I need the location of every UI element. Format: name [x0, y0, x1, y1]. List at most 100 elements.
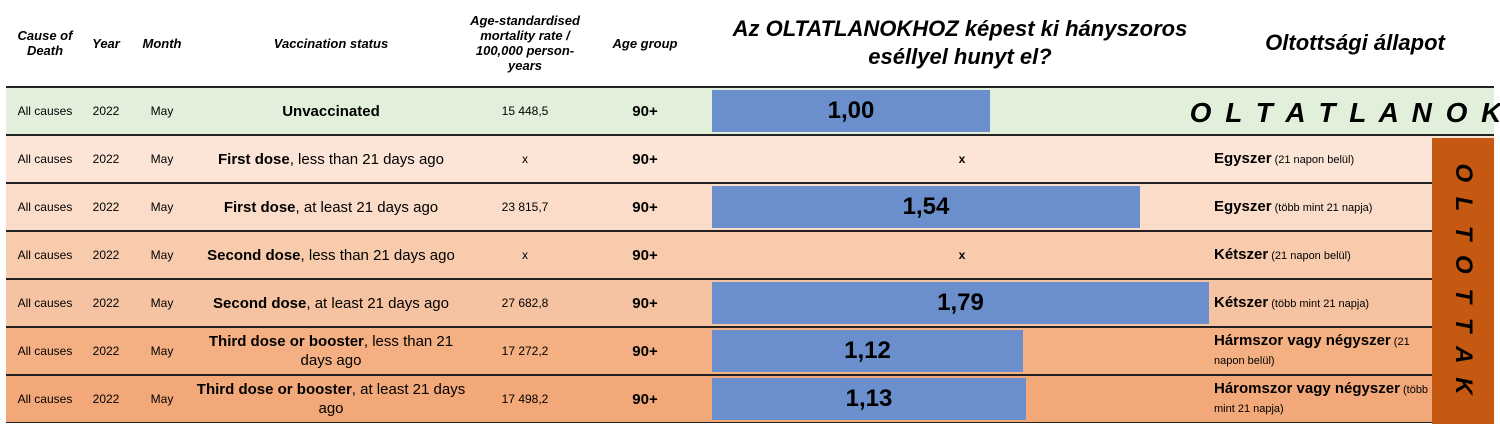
- cause-cell: All causes: [17, 200, 73, 214]
- vaccination-status-bold: Third dose or booster: [196, 381, 352, 398]
- age-group-cell: 90+: [632, 198, 658, 216]
- year-cell: 2022: [92, 104, 120, 118]
- cause-cell: All causes: [17, 152, 73, 166]
- age-group-cell: 90+: [632, 246, 658, 264]
- vaccination-status-rest: , less than 21 days ago: [300, 246, 455, 264]
- header-vaccination: Vaccination status: [273, 35, 389, 51]
- cause-cell: All causes: [17, 344, 73, 358]
- ratio-bar: [712, 186, 1140, 228]
- year-cell: 2022: [92, 296, 120, 310]
- hu-status-bold: Egyszer: [1214, 197, 1272, 215]
- year-cell: 2022: [92, 152, 120, 166]
- header-year: Year: [92, 35, 120, 51]
- value-label-missing: x: [958, 152, 966, 166]
- hu-status-cell: Kétszer (több mint 21 napja): [1214, 280, 1434, 326]
- vaccination-status-bold: Second dose: [207, 246, 301, 264]
- vaccination-status-bold: First dose: [223, 198, 296, 216]
- age-group-cell: 90+: [632, 102, 658, 120]
- year-cell: 2022: [92, 344, 120, 358]
- vaccination-status-bold: Third dose or booster: [208, 333, 364, 350]
- value-label-missing: x: [958, 248, 966, 262]
- ratio-value-label: 1,54: [902, 193, 950, 220]
- chart-title: Az OLTATLANOKHOZ képest ki hányszoros es…: [732, 16, 1188, 69]
- header-rate: Age-standardised mortality rate / 100,00…: [470, 13, 580, 73]
- age-group-cell: 90+: [632, 294, 658, 312]
- ratio-bar: [712, 282, 1209, 324]
- header-status: Oltottsági állapot: [1265, 30, 1445, 55]
- cause-cell: All causes: [17, 392, 73, 406]
- rate-cell: 23 815,7: [501, 200, 549, 214]
- vaccination-status-rest: , less than 21 days ago: [289, 150, 444, 168]
- row-divider: [6, 86, 1494, 88]
- hu-status-bold: Kétszer: [1214, 293, 1269, 311]
- rate-cell: 17 272,2: [501, 344, 549, 358]
- year-cell: 2022: [92, 392, 120, 406]
- header-month: Month: [142, 35, 182, 51]
- row-divider: [6, 326, 1494, 328]
- vaccination-status-rest: , less than 21 days ago: [300, 333, 454, 369]
- oltatlanok-label: O L T A T L A N O K: [1189, 97, 1500, 128]
- month-cell: May: [150, 248, 174, 262]
- vaccination-status-bold: Unvaccinated: [282, 102, 380, 120]
- ratio-bar: [712, 330, 1023, 372]
- hu-status-note: (21 napon belül): [1214, 336, 1410, 367]
- ratio-value-label: 1,12: [844, 337, 891, 364]
- vaccination-status-rest: , at least 21 days ago: [295, 198, 439, 216]
- rate-cell: 17 498,2: [501, 392, 549, 406]
- cause-cell: All causes: [17, 248, 73, 262]
- row-divider: [6, 230, 1494, 232]
- cause-cell: All causes: [17, 104, 73, 118]
- rate-cell: x: [522, 248, 528, 262]
- hu-status-cell: Háromszor vagy négyszer (több mint 21 na…: [1214, 376, 1434, 422]
- table-row: All causes 2022 May First dose, less than 2…: [6, 136, 1494, 182]
- hu-status-cell: Kétszer (21 napon belül): [1214, 232, 1434, 278]
- age-group-cell: 90+: [632, 342, 658, 360]
- ratio-bar: [712, 90, 990, 132]
- oltottak-band: O L T O T T A K: [1432, 138, 1494, 424]
- vaccination-status-cell: Unvaccinated: [196, 88, 466, 134]
- vaccination-status-cell: First dose, at least 21 days ago: [196, 184, 466, 230]
- vaccination-status-cell: First dose, less than 21 days ago: [196, 136, 466, 182]
- ratio-bar: [712, 378, 1026, 420]
- ratio-value-label: 1,13: [845, 385, 893, 412]
- rate-cell: x: [522, 152, 528, 166]
- hu-status-bold: Kétszer: [1214, 245, 1269, 263]
- hu-status-note: (több mint 21 napja): [1214, 384, 1429, 415]
- year-cell: 2022: [92, 200, 120, 214]
- hu-status-cell: Egyszer (21 napon belül): [1214, 136, 1434, 182]
- hu-status-note: (21 napon belül): [1271, 153, 1355, 166]
- header-cause: Cause of Death: [17, 28, 73, 58]
- ratio-value-label: 1,00: [827, 97, 875, 124]
- hu-status-note: (több mint 21 napja): [1271, 201, 1373, 214]
- month-cell: May: [150, 344, 174, 358]
- hu-status-note: (több mint 21 napja): [1268, 297, 1370, 310]
- age-group-cell: 90+: [632, 150, 658, 168]
- vaccination-status-rest: , at least 21 days ago: [318, 381, 466, 417]
- vaccination-status-bold: Second dose: [213, 294, 307, 312]
- vaccination-status-cell: Second dose, at least 21 days ago: [196, 280, 466, 326]
- hu-status-note: (21 napon belül): [1268, 249, 1351, 262]
- vaccination-status-cell: Third dose or booster, less than 21 days…: [196, 328, 466, 374]
- hu-status-bold: Háromszor vagy négyszer: [1214, 380, 1400, 397]
- row-divider: [6, 182, 1494, 184]
- month-cell: May: [150, 392, 174, 406]
- hu-status-bold: Hármszor vagy négyszer: [1214, 332, 1391, 349]
- row-divider: [6, 422, 1494, 423]
- row-divider: [6, 374, 1494, 376]
- month-cell: May: [150, 104, 174, 118]
- vaccination-status-cell: Second dose, less than 21 days ago: [196, 232, 466, 278]
- table-row: All causes 2022 May Second dose, less than …: [6, 232, 1494, 278]
- month-cell: May: [150, 296, 174, 310]
- cause-cell: All causes: [17, 296, 73, 310]
- rate-cell: 27 682,8: [501, 296, 549, 310]
- oltottak-label: O L T O T T A K: [1450, 163, 1477, 399]
- hu-status-cell: Hármszor vagy négyszer (21 napon belül): [1214, 328, 1434, 374]
- row-divider: [6, 278, 1494, 280]
- vaccination-status-rest: , at least 21 days ago: [306, 294, 449, 312]
- hu-status-cell: Egyszer (több mint 21 napja): [1214, 184, 1434, 230]
- year-cell: 2022: [92, 248, 120, 262]
- vaccination-status-bold: First dose: [218, 150, 290, 168]
- month-cell: May: [150, 152, 174, 166]
- row-divider: [6, 134, 1494, 136]
- ratio-value-label: 1,79: [937, 289, 984, 316]
